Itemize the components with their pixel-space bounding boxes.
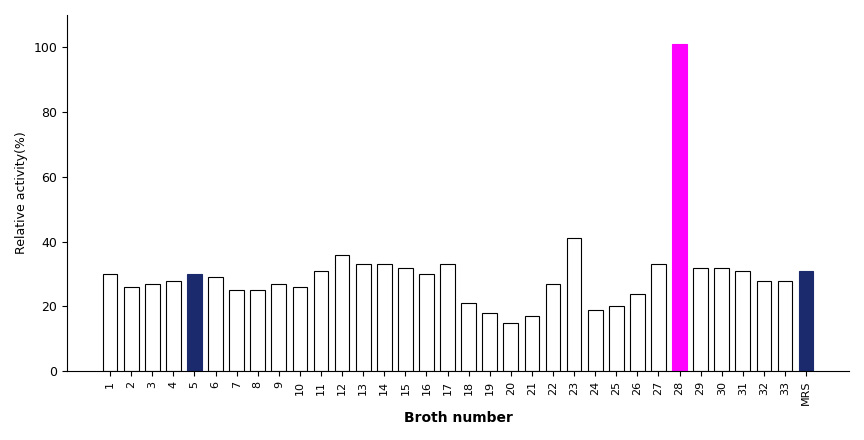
Bar — [314, 271, 328, 371]
Bar — [651, 264, 666, 371]
Bar — [440, 264, 455, 371]
Bar — [715, 268, 729, 371]
Bar — [208, 277, 223, 371]
Bar — [103, 274, 118, 371]
Bar — [166, 281, 181, 371]
Bar — [588, 310, 602, 371]
Bar — [630, 293, 645, 371]
Bar — [798, 271, 814, 371]
X-axis label: Broth number: Broth number — [403, 411, 512, 425]
Bar — [693, 268, 708, 371]
Bar — [778, 281, 792, 371]
Bar — [398, 268, 413, 371]
Bar — [145, 284, 160, 371]
Bar — [187, 274, 202, 371]
Bar — [757, 281, 772, 371]
Bar — [293, 287, 308, 371]
Bar — [482, 313, 497, 371]
Bar — [567, 238, 581, 371]
Bar — [735, 271, 750, 371]
Bar — [377, 264, 391, 371]
Bar — [419, 274, 434, 371]
Bar — [504, 323, 518, 371]
Bar — [124, 287, 138, 371]
Bar — [461, 303, 476, 371]
Bar — [672, 44, 687, 371]
Bar — [609, 306, 624, 371]
Bar — [356, 264, 371, 371]
Bar — [229, 290, 244, 371]
Bar — [545, 284, 561, 371]
Bar — [271, 284, 286, 371]
Bar — [524, 316, 539, 371]
Bar — [251, 290, 265, 371]
Y-axis label: Relative activity(%): Relative activity(%) — [15, 132, 28, 254]
Bar — [334, 255, 349, 371]
